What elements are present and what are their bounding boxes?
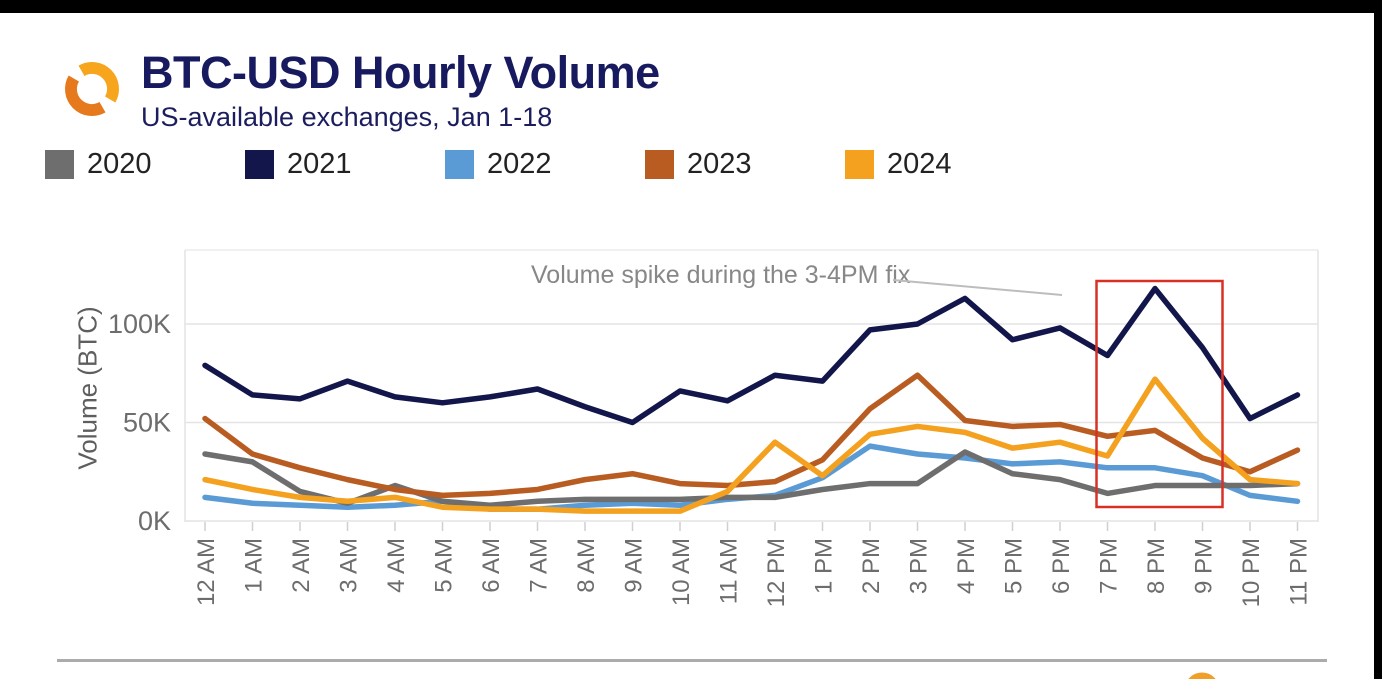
x-axis-label: 10 PM (1238, 538, 1265, 607)
x-axis-label: 5 PM (1001, 538, 1028, 594)
x-axis-label: 11 PM (1286, 538, 1313, 606)
x-axis-label: 5 AM (431, 538, 458, 593)
legend-swatch (45, 150, 74, 179)
x-axis-label: 3 PM (906, 538, 933, 594)
right-black-bar (1374, 0, 1382, 679)
header: BTC-USD Hourly Volume US-available excha… (141, 48, 660, 133)
legend-label: 2022 (487, 148, 552, 180)
legend-item-2024: 2024 (845, 148, 1045, 181)
legend-swatch (445, 150, 474, 179)
x-axis-label: 12 PM (763, 538, 790, 607)
legend-item-2022: 2022 (445, 148, 645, 181)
x-axis-label: 9 PM (1191, 538, 1218, 594)
x-axis-label: 10 AM (668, 538, 695, 606)
x-axis-label: 1 AM (241, 538, 268, 593)
x-axis-label: 9 AM (621, 538, 648, 593)
footer-divider (57, 659, 1327, 662)
x-axis-label: 12 AM (193, 538, 220, 606)
x-axis-label: 8 AM (573, 538, 600, 593)
x-axis-label: 4 AM (383, 538, 410, 593)
legend-label: 2023 (687, 148, 752, 180)
y-axis-tick-label: 100K (108, 309, 171, 339)
y-axis-tick-label: 50K (123, 408, 171, 438)
x-axis-label: 1 PM (811, 538, 838, 594)
x-axis-label: 11 AM (716, 538, 743, 604)
legend-item-2020: 2020 (45, 148, 245, 181)
top-black-bar (0, 0, 1382, 13)
x-axis-label: 6 PM (1048, 538, 1075, 594)
legend-item-2023: 2023 (645, 148, 845, 181)
chart-annotation: Volume spike during the 3-4PM fix (531, 261, 911, 289)
page-title: BTC-USD Hourly Volume (141, 47, 660, 98)
x-axis-label: 4 PM (953, 538, 980, 594)
series-line-2024 (202, 376, 1301, 514)
legend-label: 2024 (887, 148, 952, 180)
series-line-2023 (202, 372, 1301, 499)
x-axis-label: 7 AM (526, 538, 553, 593)
footer-logo-partial-icon (1188, 672, 1216, 679)
x-axis-label: 2 PM (858, 538, 885, 594)
highlight-box (1095, 279, 1224, 509)
x-axis-label: 2 AM (288, 538, 315, 593)
legend-swatch (245, 150, 274, 179)
x-axis-label: 8 PM (1143, 538, 1170, 594)
x-axis-label: 6 AM (478, 538, 505, 593)
page-subtitle: US-available exchanges, Jan 1-18 (141, 102, 553, 132)
brand-logo-icon (65, 62, 119, 116)
legend-item-2021: 2021 (245, 148, 445, 181)
legend-label: 2021 (287, 148, 352, 180)
annotation-leader-line (892, 279, 1063, 296)
series-line-2021 (202, 285, 1301, 426)
legend-swatch (845, 150, 874, 179)
x-axis-label: 7 PM (1096, 538, 1123, 594)
chart-legend: 2020 2021 2022 2023 2024 (45, 148, 1045, 181)
x-axis-label: 3 AM (336, 538, 363, 593)
y-axis-tick-label: 0K (138, 506, 171, 536)
legend-label: 2020 (87, 148, 152, 180)
legend-swatch (645, 150, 674, 179)
